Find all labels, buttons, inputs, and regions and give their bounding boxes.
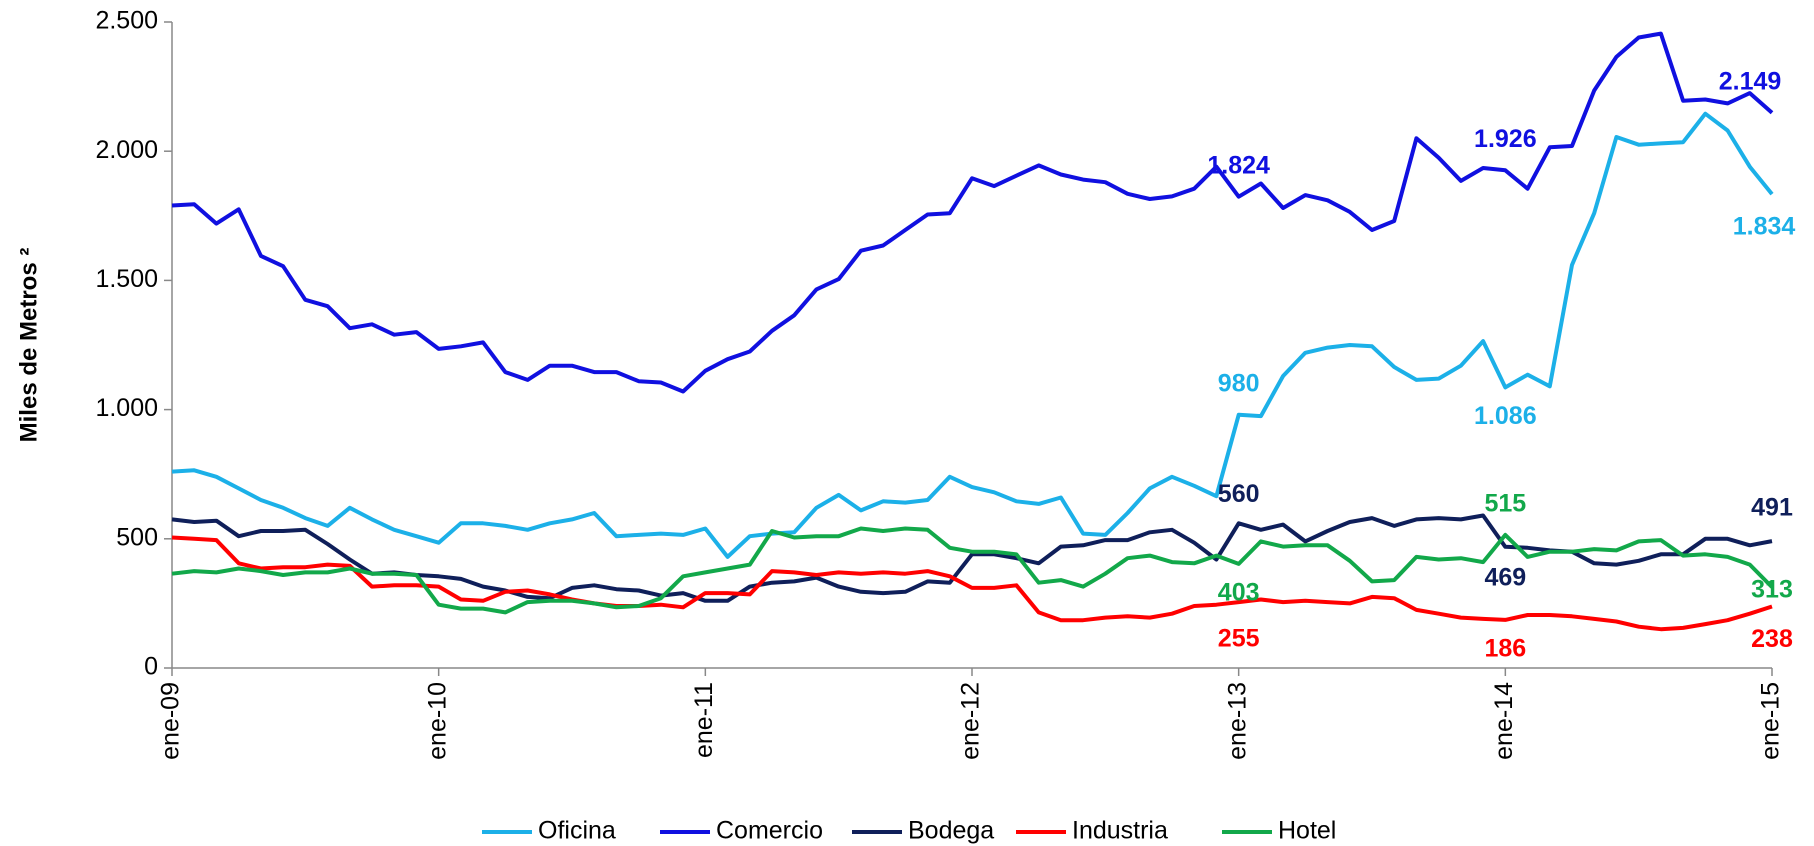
data-label: 491 [1751, 494, 1793, 522]
data-label: 560 [1218, 480, 1260, 508]
legend-label: Oficina [538, 817, 616, 845]
x-tick-label: ene-12 [957, 682, 985, 760]
data-label: 469 [1484, 563, 1526, 591]
series-line [171, 31, 1774, 394]
series-line [171, 535, 1773, 632]
data-label: 238 [1751, 625, 1793, 653]
legend-label: Hotel [1278, 817, 1336, 845]
y-tick-label: 500 [116, 523, 158, 551]
x-tick-label: ene-15 [1757, 682, 1785, 760]
data-label: 2.149 [1719, 67, 1782, 95]
y-tick-label: 1.000 [95, 394, 158, 422]
series-line [171, 526, 1774, 615]
legend-label: Bodega [908, 817, 994, 845]
y-axis-label: Miles de Metros ² [15, 248, 42, 443]
y-tick-label: 2.500 [95, 7, 158, 35]
data-label: 186 [1484, 635, 1526, 663]
legend-label: Industria [1072, 817, 1168, 845]
data-label: 313 [1751, 576, 1793, 604]
data-label: 1.834 [1733, 213, 1796, 241]
x-tick-label: ene-14 [1490, 682, 1518, 760]
data-label: 980 [1218, 369, 1260, 397]
data-label: 1.926 [1474, 125, 1537, 153]
data-label: 515 [1484, 490, 1526, 518]
y-tick-label: 0 [144, 653, 158, 681]
y-tick-label: 1.500 [95, 265, 158, 293]
series-line [171, 513, 1773, 603]
x-tick-label: ene-10 [423, 682, 451, 760]
data-label: 1.086 [1474, 402, 1537, 430]
x-tick-label: ene-13 [1223, 682, 1251, 760]
data-label: 1.824 [1207, 151, 1270, 179]
data-label: 403 [1218, 578, 1260, 606]
data-label: 255 [1218, 625, 1260, 653]
legend-label: Comercio [716, 817, 823, 845]
y-tick-label: 2.000 [95, 136, 158, 164]
x-tick-label: ene-09 [157, 682, 185, 760]
x-tick-label: ene-11 [690, 682, 718, 758]
series-line [171, 111, 1774, 559]
